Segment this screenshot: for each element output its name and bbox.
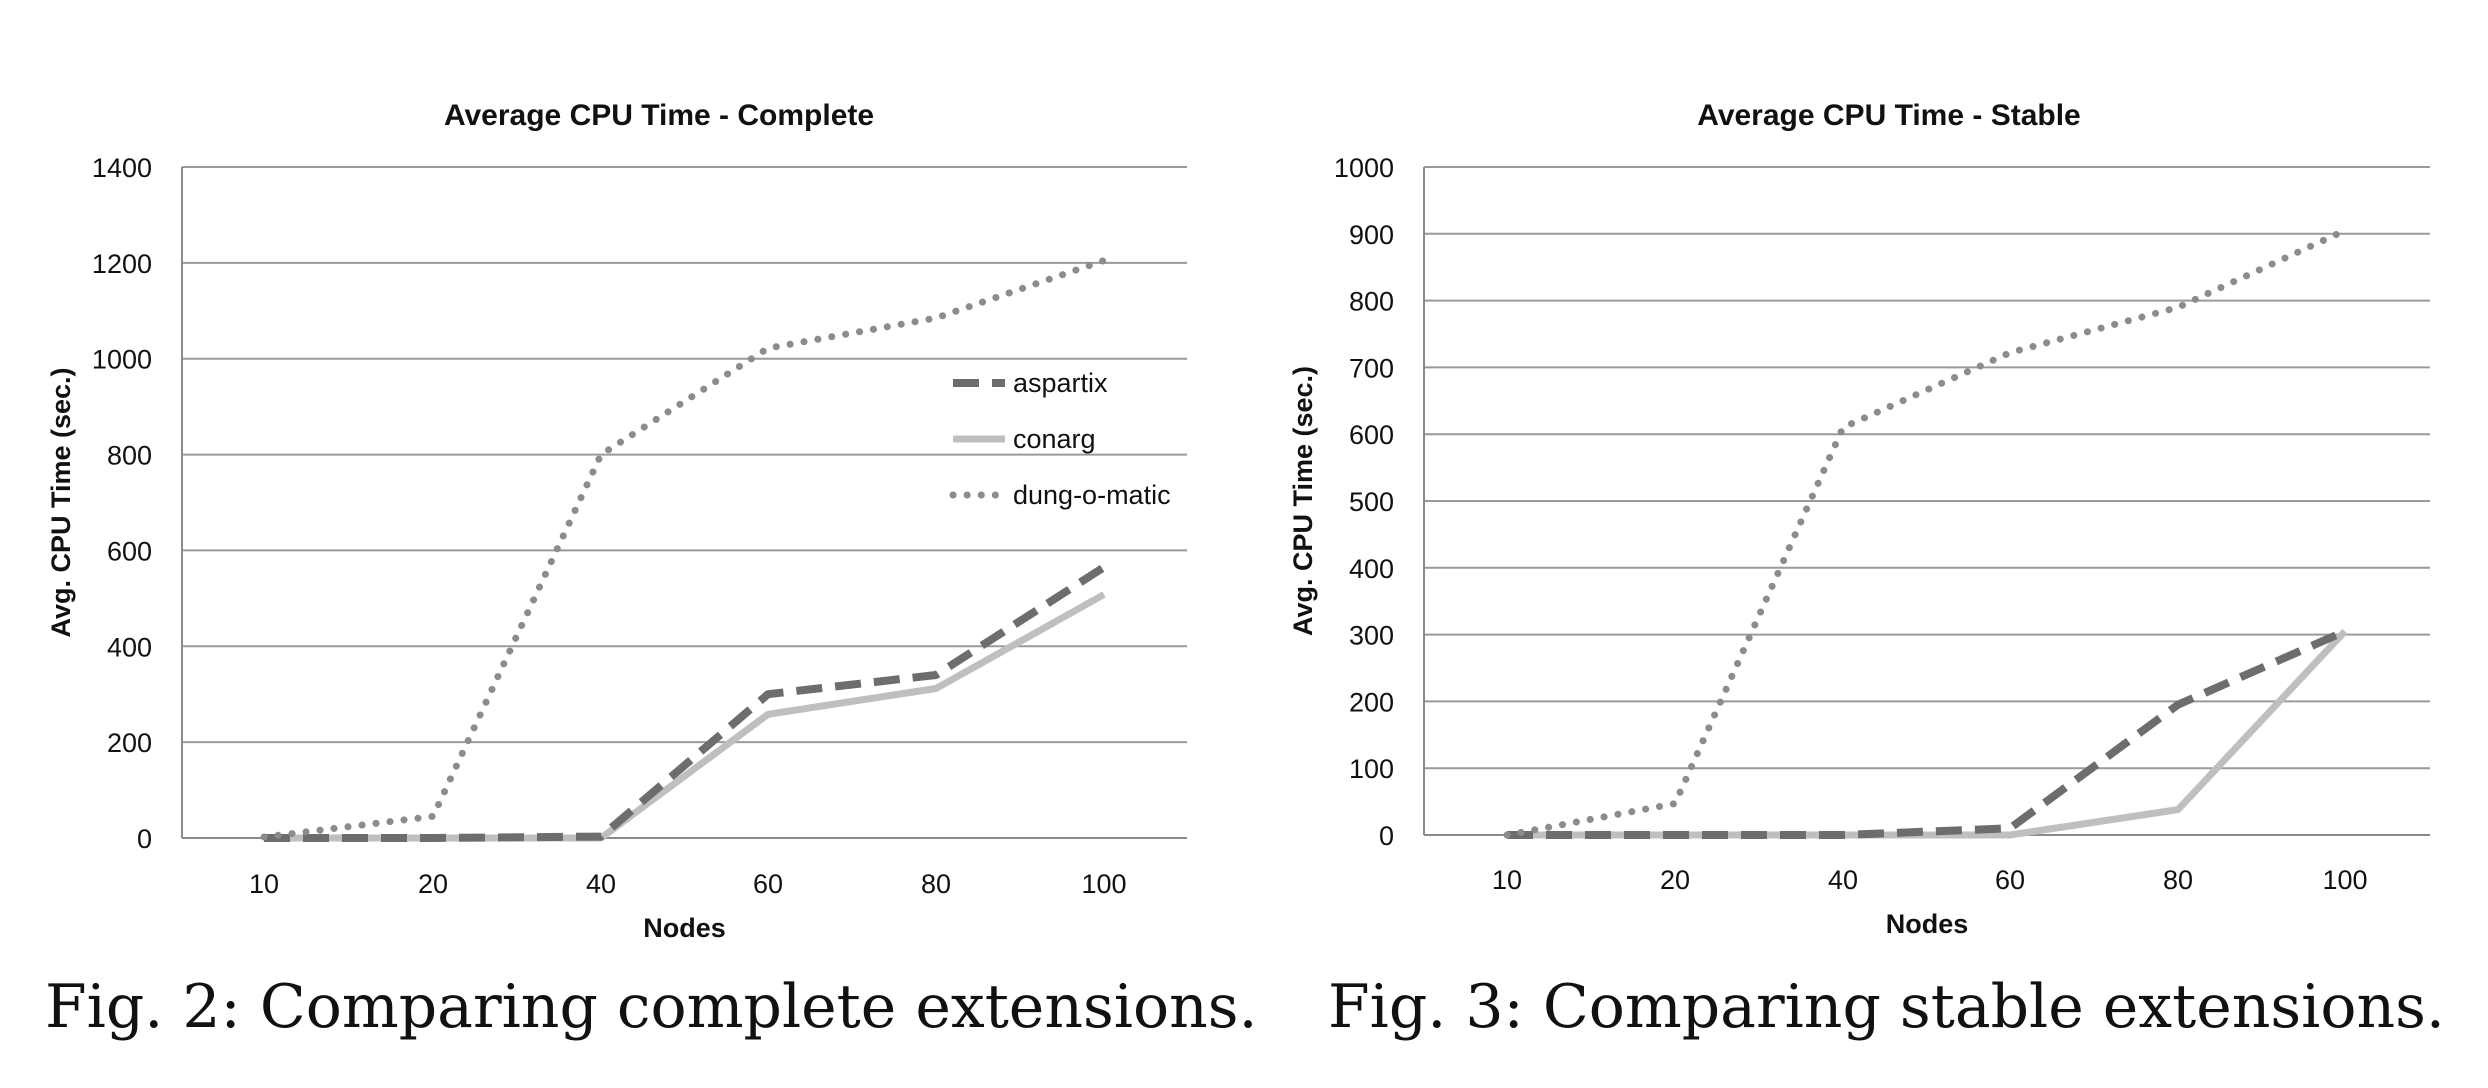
y-tick-label: 600	[1349, 420, 1394, 450]
x-tick-label: 100	[2322, 865, 2367, 895]
y-tick-label: 500	[1349, 487, 1394, 517]
figure-caption: Fig. 2: Comparing complete extensions.	[45, 972, 1258, 1042]
x-tick-label: 60	[1995, 865, 2025, 895]
y-tick-label: 1200	[92, 249, 152, 279]
y-tick-label: 600	[107, 536, 152, 566]
y-tick-label: 100	[1349, 754, 1394, 784]
y-tick-label: 1000	[1334, 153, 1394, 183]
y-tick-label: 200	[1349, 687, 1394, 717]
chart-complete: 0 200 400 600 800 1000 1200 1400 10 20 40 60 80 100 Av…	[45, 99, 1258, 1042]
x-tick-label: 20	[418, 869, 448, 899]
y-tick-label: 200	[107, 728, 152, 758]
chart-title: Average CPU Time - Complete	[444, 99, 874, 132]
chart-title: Average CPU Time - Stable	[1697, 99, 2080, 132]
x-tick-label: 60	[753, 869, 783, 899]
series-line-0	[264, 563, 1107, 842]
x-tick-label: 40	[1828, 865, 1858, 895]
series-line-2	[260, 257, 1108, 841]
x-tick-label: 10	[249, 869, 279, 899]
series-line-1	[1507, 628, 2348, 839]
y-tick-label: 700	[1349, 353, 1394, 383]
y-tick-label: 900	[1349, 220, 1394, 250]
legend-label-1: conarg	[1013, 424, 1096, 454]
y-tick-label: 0	[1379, 821, 1394, 851]
x-tick-label: 80	[2163, 865, 2193, 895]
figure-caption: Fig. 3: Comparing stable extensions.	[1328, 972, 2445, 1042]
y-tick-label: 1400	[92, 153, 152, 183]
y-tick-label: 800	[1349, 287, 1394, 317]
y-tick-label: 1000	[92, 345, 152, 375]
y-tick-label: 800	[107, 441, 152, 471]
series-line-2	[1503, 227, 2349, 839]
y-tick-label: 300	[1349, 621, 1394, 651]
series-line-1	[264, 591, 1106, 842]
y-tick-label: 0	[137, 824, 152, 854]
series-line-0	[1507, 627, 2347, 839]
x-axis-label: Nodes	[643, 913, 726, 943]
x-tick-label: 100	[1081, 869, 1126, 899]
y-tick-label: 400	[107, 632, 152, 662]
x-tick-label: 10	[1492, 865, 1522, 895]
y-tick-label: 400	[1349, 554, 1394, 584]
x-axis-label: Nodes	[1886, 909, 1969, 939]
x-tick-label: 20	[1660, 865, 1690, 895]
x-tick-label: 40	[586, 869, 616, 899]
x-tick-label: 80	[921, 869, 951, 899]
legend-label-2: dung-o-matic	[1013, 480, 1171, 510]
legend-label-0: aspartix	[1013, 368, 1108, 398]
y-axis-label: Avg. CPU Time (sec.)	[46, 367, 76, 637]
y-axis-label: Avg. CPU Time (sec.)	[1288, 366, 1318, 636]
chart-stable: 0 100 200 300 400 500 600 700 800 900 1000 10 20 40 60…	[1288, 99, 2445, 1042]
